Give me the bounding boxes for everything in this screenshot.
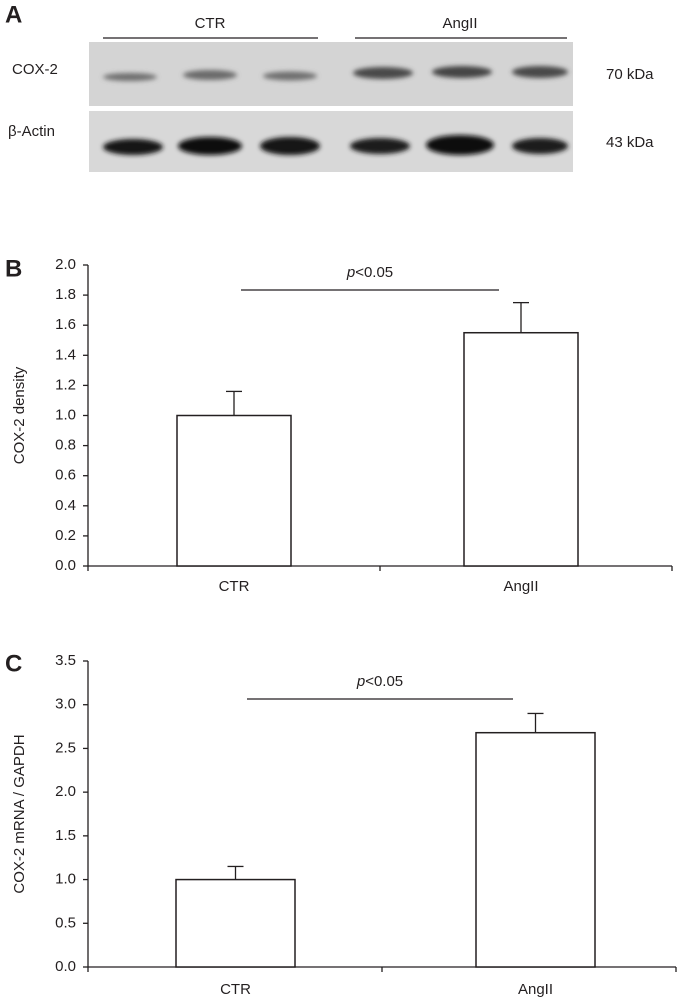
y-tick-label: 0.6	[55, 467, 76, 484]
panel-label: B	[5, 255, 22, 282]
bar	[475, 731, 596, 968]
y-tick-label: 2.0	[55, 783, 76, 800]
band-size: 43 kDa	[606, 134, 654, 151]
y-tick-label: 0.0	[55, 958, 76, 975]
x-tick-label: CTR	[220, 981, 251, 998]
y-tick-label: 1.0	[55, 871, 76, 888]
annotation: p<0.05	[356, 673, 403, 690]
bar	[175, 878, 296, 968]
y-tick-label: 1.5	[55, 827, 76, 844]
y-tick-label: 1.4	[55, 346, 76, 363]
y-tick-label: 1.0	[55, 406, 76, 423]
bar	[176, 414, 292, 567]
blot-strip	[89, 42, 573, 106]
annotation: p<0.05	[346, 264, 393, 281]
y-tick-label: 2.5	[55, 739, 76, 756]
y-tick-label: 0.8	[55, 437, 76, 454]
row-label: β-Actin	[8, 123, 55, 140]
y-tick-label: 0.4	[55, 497, 76, 514]
y-tick-label: 0.2	[55, 527, 76, 544]
x-tick-label: CTR	[219, 578, 250, 595]
y-tick-label: 3.0	[55, 696, 76, 713]
blot-strip	[89, 111, 573, 172]
bands	[103, 66, 568, 155]
y-tick-label: 1.6	[55, 316, 76, 333]
x-tick-label: AngII	[503, 578, 538, 595]
group-label: AngII	[442, 15, 477, 32]
y-tick-label: 3.5	[55, 652, 76, 669]
row-label: COX-2	[12, 61, 58, 78]
y-tick-label: 2.0	[55, 256, 76, 273]
panel-label: C	[5, 650, 22, 677]
bar	[463, 331, 579, 567]
band-size: 70 kDa	[606, 66, 654, 83]
x-tick-label: AngII	[518, 981, 553, 998]
y-axis-label: COX-2 mRNA / GAPDH	[11, 734, 28, 893]
group-label: CTR	[195, 15, 226, 32]
y-tick-label: 1.8	[55, 286, 76, 303]
y-tick-label: 1.2	[55, 376, 76, 393]
y-tick-label: 0.0	[55, 557, 76, 574]
y-axis-label: COX-2 density	[11, 366, 28, 464]
y-tick-label: 0.5	[55, 914, 76, 931]
panel-label: A	[5, 1, 22, 28]
